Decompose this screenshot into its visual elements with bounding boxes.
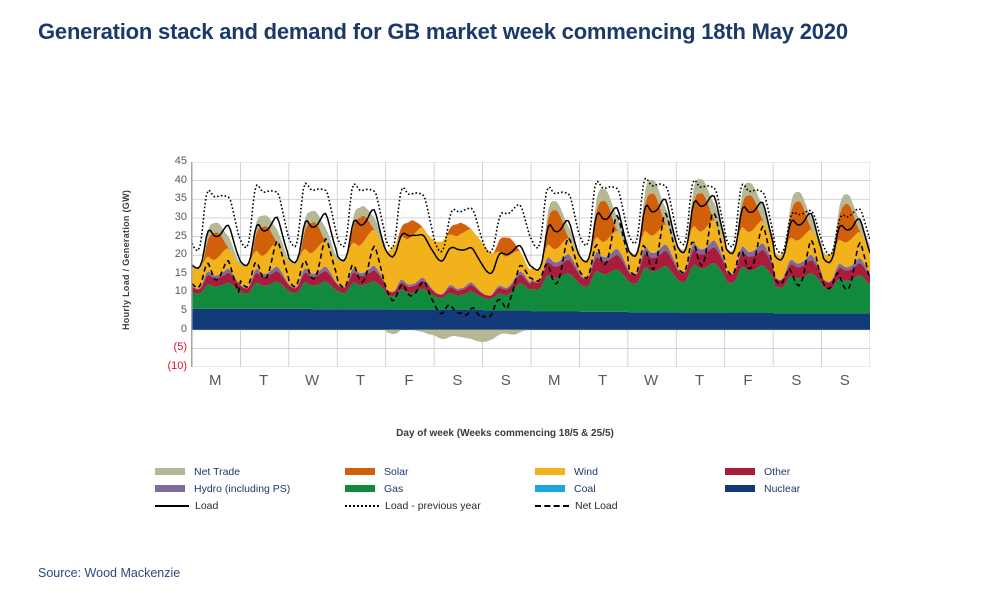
legend-row: Hydro (including PS) Gas Coal Nuclear — [155, 480, 875, 497]
x-tick-label: S — [791, 372, 802, 389]
line-load — [192, 194, 870, 275]
legend-item-gas[interactable]: Gas — [345, 483, 535, 495]
legend-label: Net Load — [575, 499, 618, 512]
swatch-load-prev-line — [345, 501, 379, 511]
legend-item-hydro-including-ps[interactable]: Hydro (including PS) — [155, 483, 345, 495]
legend-label: Hydro (including PS) — [194, 482, 291, 495]
swatch-gas — [345, 485, 375, 492]
legend-item-other[interactable]: Other — [725, 466, 875, 478]
x-tick-label: S — [839, 372, 850, 389]
legend-label: Net Trade — [194, 465, 241, 478]
x-tick-label: M — [208, 372, 222, 389]
y-tick-label: 30 — [174, 210, 187, 223]
x-tick-label: S — [452, 372, 463, 389]
x-tick-label: S — [500, 372, 511, 389]
legend-label: Nuclear — [764, 482, 801, 495]
legend-item-net-trade[interactable]: Net Trade — [155, 466, 345, 478]
legend-label: Gas — [384, 482, 404, 495]
legend-label: Wind — [574, 465, 598, 478]
area-gas — [192, 263, 870, 314]
legend-item-solar[interactable]: Solar — [345, 466, 535, 478]
y-tick-label: 20 — [174, 248, 187, 261]
legend-label: Other — [764, 465, 791, 478]
page-title: Generation stack and demand for GB marke… — [38, 19, 848, 44]
y-tick-label: (5) — [173, 341, 187, 354]
x-tick-label: F — [404, 372, 414, 389]
y-tick-label: 35 — [174, 192, 187, 205]
x-tick-label: W — [304, 372, 320, 389]
x-tick-label: F — [743, 372, 753, 389]
legend-item-coal[interactable]: Coal — [535, 483, 725, 495]
legend-label: Load - previous year — [385, 499, 481, 512]
swatch-hydro — [155, 485, 185, 492]
y-tick-label: 0 — [180, 322, 187, 335]
swatch-net-load-line — [535, 501, 569, 511]
x-tick-label: W — [643, 372, 659, 389]
swatch-other — [725, 468, 755, 475]
x-tick-label: T — [355, 372, 366, 389]
x-tick-label: T — [598, 372, 608, 389]
y-tick-label: 5 — [180, 304, 187, 317]
x-tick-label: T — [694, 372, 705, 389]
source-note: Source: Wood Mackenzie — [38, 566, 181, 580]
legend-item-load[interactable]: Load — [155, 500, 345, 512]
area-wind — [192, 220, 870, 296]
legend-label: Coal — [574, 482, 596, 495]
legend-row: Net Trade Solar Wind Other — [155, 463, 875, 480]
area-other — [192, 246, 870, 300]
y-axis-ticks: 45 40 35 30 25 20 15 10 5 0 (5) (10) — [143, 150, 187, 390]
chart-svg — [192, 162, 870, 367]
y-tick-label: (10) — [167, 360, 187, 372]
y-tick-label: 10 — [174, 285, 187, 298]
area-net-trade-negative — [386, 329, 528, 343]
legend-row: Load Load - previous year Net Load — [155, 497, 875, 514]
y-tick-label: 15 — [174, 266, 187, 279]
line-net-load — [192, 212, 870, 319]
legend-item-wind[interactable]: Wind — [535, 466, 725, 478]
swatch-load-line — [155, 501, 189, 511]
legend-item-load-previous-year[interactable]: Load - previous year — [345, 500, 535, 512]
x-tick-label: M — [547, 372, 561, 389]
legend-label: Solar — [384, 465, 409, 478]
area-solar — [192, 192, 870, 271]
swatch-nuclear — [725, 485, 755, 492]
y-tick-label: 45 — [174, 155, 187, 167]
swatch-solar — [345, 468, 375, 475]
swatch-net-trade — [155, 468, 185, 475]
area-hydro-including-ps — [192, 240, 870, 296]
legend-item-net-load[interactable]: Net Load — [535, 500, 725, 512]
y-tick-label: 25 — [174, 229, 187, 242]
chart-legend: Net Trade Solar Wind Other Hydro (including … — [155, 463, 875, 514]
x-tick-label: T — [259, 372, 269, 389]
y-tick-label: 40 — [174, 173, 187, 186]
line-load-previous-year — [192, 177, 870, 256]
legend-label: Load — [195, 499, 219, 512]
x-axis-title: Day of week (Weeks commencing 18/5 & 25/… — [396, 428, 614, 439]
chart-plot — [191, 162, 870, 367]
swatch-wind — [535, 468, 565, 475]
area-nuclear — [192, 308, 870, 330]
legend-item-nuclear[interactable]: Nuclear — [725, 483, 875, 495]
swatch-coal — [535, 485, 565, 492]
